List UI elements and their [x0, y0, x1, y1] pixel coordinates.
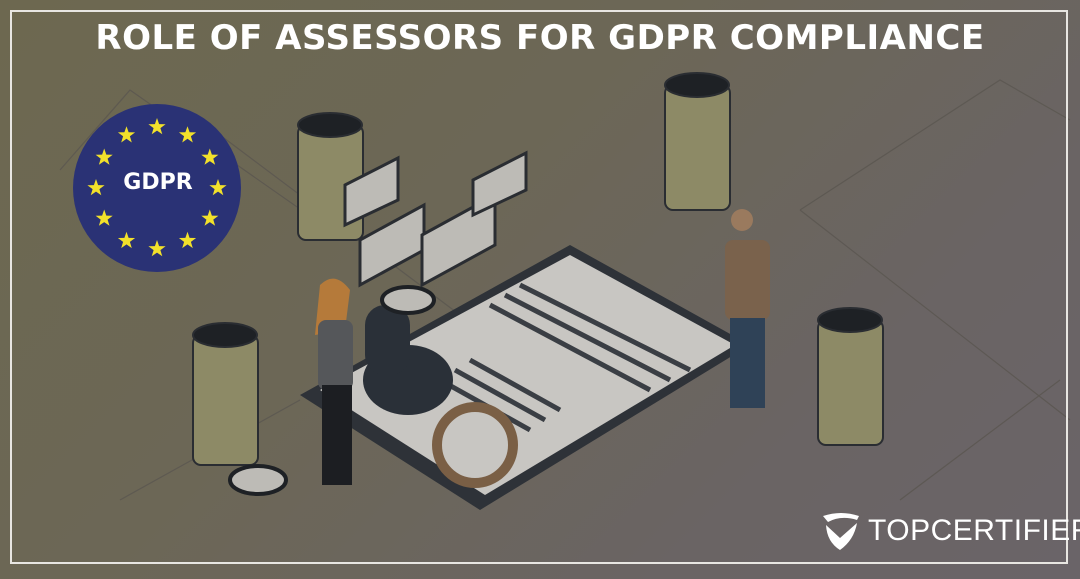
- star-icon: [95, 209, 113, 226]
- stamp: [363, 305, 453, 415]
- gdpr-badge: [73, 104, 241, 272]
- banner-frame: [10, 10, 1068, 564]
- star-icon: [95, 148, 113, 165]
- star-icon: [201, 209, 219, 226]
- star-icon: [178, 126, 197, 143]
- star-icon: [117, 126, 136, 143]
- woman-figure: [315, 278, 353, 485]
- star-icon: [117, 231, 136, 249]
- brand-name: TOPCERTIFIER: [868, 514, 1080, 547]
- document-board: [300, 245, 750, 510]
- star-icon: [201, 148, 219, 165]
- floating-panels: [343, 150, 528, 288]
- gdpr-badge-label: GDPR: [123, 170, 193, 195]
- star-icon: [148, 240, 166, 257]
- star-icon: [148, 118, 166, 135]
- star-icon: [209, 179, 227, 196]
- banner-title: ROLE OF ASSESSORS FOR GDPR COMPLIANCE: [95, 18, 985, 58]
- star-icon: [87, 179, 105, 196]
- shield-check-logo-icon: [823, 513, 859, 550]
- star-icon: [178, 231, 197, 249]
- man-figure: [725, 209, 770, 408]
- brand-logo: TOPCERTIFIER: [820, 510, 1080, 552]
